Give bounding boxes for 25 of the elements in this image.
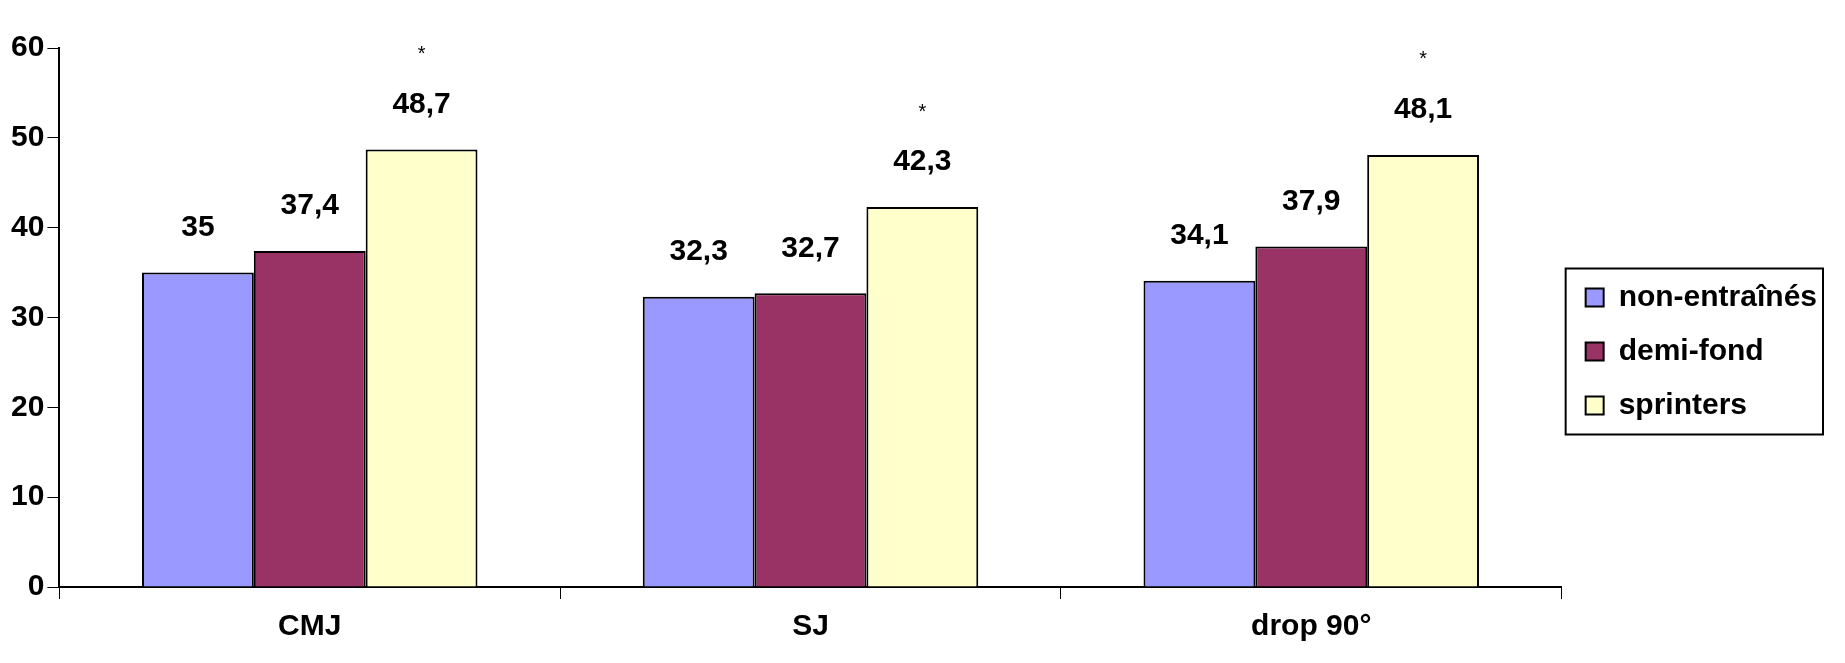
y-tick-label: 10 bbox=[10, 478, 45, 512]
y-tick-label: 30 bbox=[10, 298, 45, 332]
data-label: 48,7 bbox=[392, 85, 451, 119]
legend-label: sprinters bbox=[1618, 386, 1748, 420]
legend-label: demi-fond bbox=[1618, 332, 1764, 366]
legend-label: non-entraînés bbox=[1618, 278, 1817, 312]
y-tick-label: 60 bbox=[10, 29, 45, 63]
data-label: 37,9 bbox=[1282, 182, 1341, 216]
data-label: 32,7 bbox=[781, 229, 840, 263]
y-tick-label: 40 bbox=[10, 208, 45, 242]
x-tick-label: drop 90° bbox=[1251, 608, 1372, 642]
annotation: * bbox=[417, 42, 426, 65]
y-tick-label: 0 bbox=[27, 568, 45, 602]
data-label: 34,1 bbox=[1170, 216, 1229, 250]
data-label: 32,3 bbox=[669, 233, 728, 267]
annotation: * bbox=[918, 99, 927, 122]
data-label: 42,3 bbox=[893, 143, 952, 177]
y-tick-label: 20 bbox=[10, 388, 45, 422]
data-label: 37,4 bbox=[280, 187, 340, 221]
x-tick-label: SJ bbox=[792, 608, 829, 642]
data-label: 48,1 bbox=[1393, 91, 1453, 125]
annotation: * bbox=[1419, 47, 1428, 70]
data-label: 35 bbox=[181, 208, 215, 242]
y-tick-label: 50 bbox=[10, 119, 45, 153]
x-tick-label: CMJ bbox=[278, 608, 342, 642]
